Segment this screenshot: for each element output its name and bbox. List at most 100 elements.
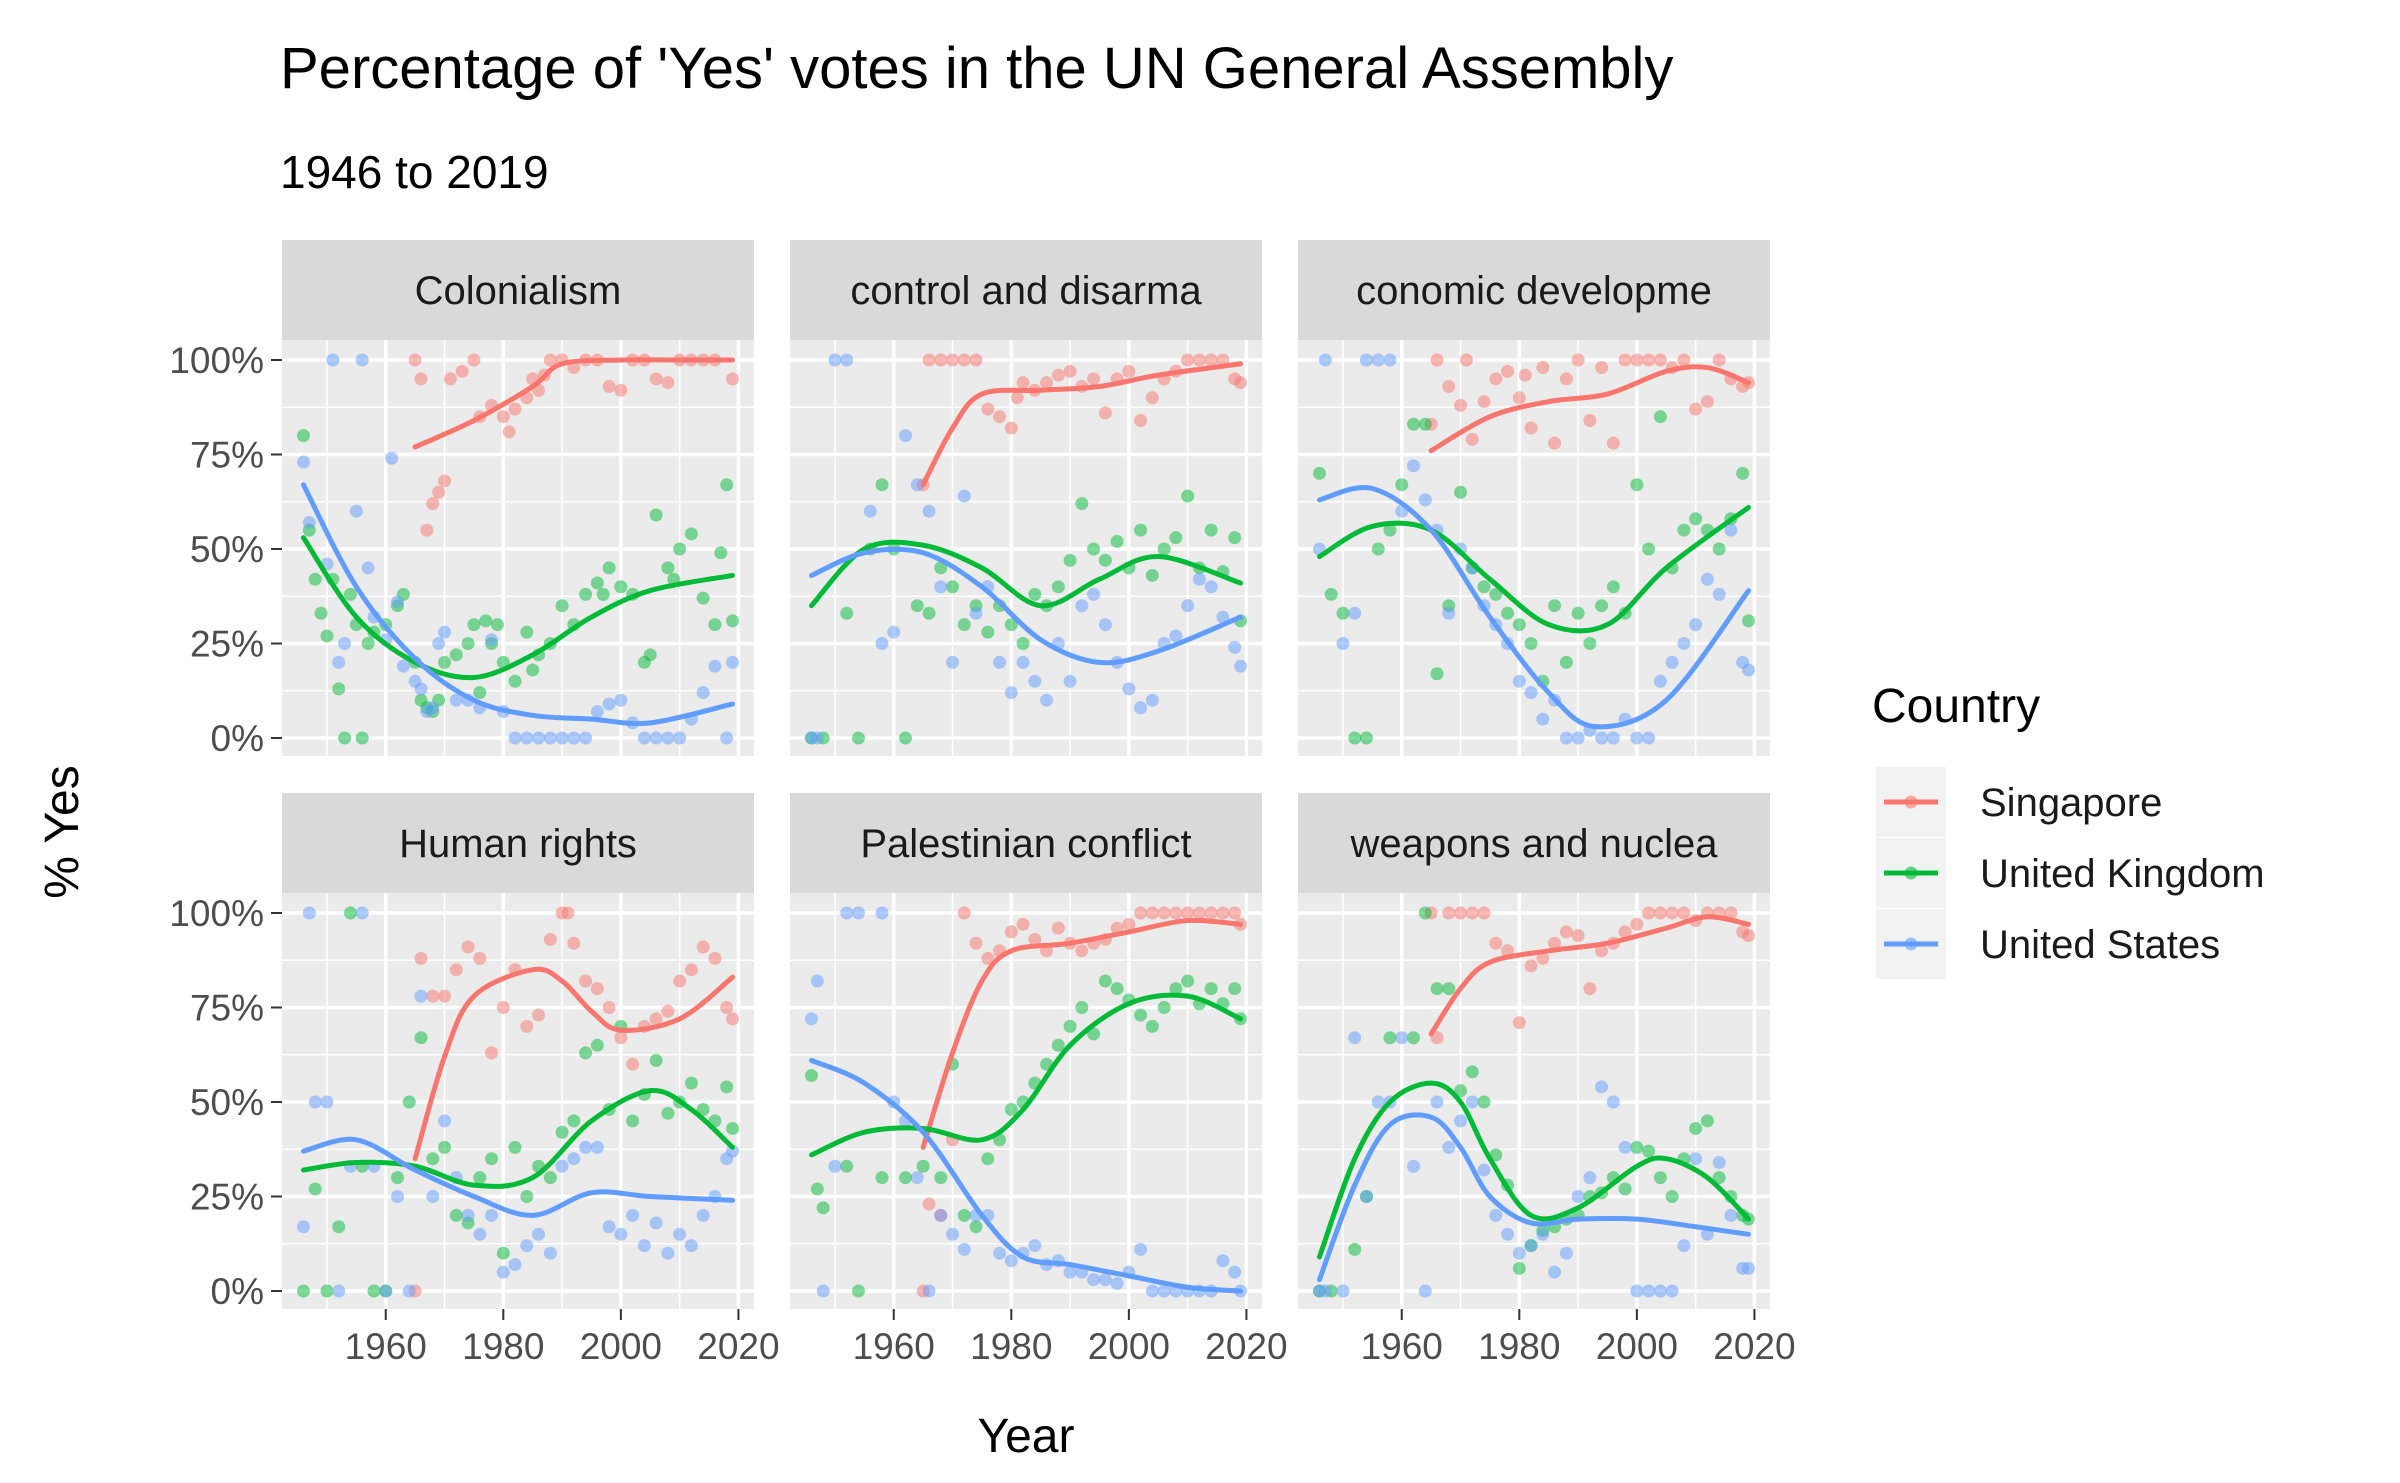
data-point — [1465, 432, 1479, 446]
data-point — [1318, 1284, 1332, 1298]
data-point — [438, 1140, 452, 1154]
data-point — [1524, 637, 1538, 650]
data-point — [720, 478, 734, 492]
data-point — [426, 1190, 440, 1203]
data-point — [1028, 932, 1042, 946]
legend-key-point — [1904, 937, 1918, 951]
data-point — [1228, 531, 1242, 545]
data-point — [1742, 929, 1756, 943]
data-point — [696, 1208, 710, 1222]
data-point — [875, 637, 889, 650]
data-point — [1395, 1031, 1409, 1045]
data-point — [1595, 944, 1609, 958]
data-point — [1145, 906, 1159, 920]
data-point — [1228, 906, 1242, 920]
data-point — [1051, 1038, 1065, 1052]
y-tick-label: 100% — [169, 340, 264, 381]
data-point — [816, 1201, 830, 1215]
data-point — [1110, 534, 1124, 548]
legend-item: United Kingdom — [1876, 838, 2265, 908]
data-point — [1665, 906, 1679, 920]
facet-panels: Colonialism 0% 25% 50% 75% 100% control and di… — [169, 240, 1796, 1367]
data-point — [1216, 610, 1230, 624]
data-point — [543, 932, 557, 946]
data-point — [810, 1182, 824, 1196]
data-point — [1501, 1227, 1515, 1241]
data-point — [726, 1121, 740, 1135]
data-point — [1536, 712, 1550, 726]
data-point — [414, 951, 428, 965]
data-point — [1336, 606, 1350, 620]
data-point — [1336, 637, 1350, 650]
data-point — [461, 637, 475, 650]
data-point — [361, 637, 375, 650]
data-point — [875, 478, 889, 492]
facet-panel: conomic developme — [1298, 240, 1770, 756]
data-point — [1536, 951, 1550, 965]
data-point — [1477, 580, 1491, 594]
data-point — [1689, 1121, 1703, 1135]
data-point — [993, 1246, 1007, 1260]
data-point — [320, 1095, 334, 1109]
data-point — [1216, 906, 1230, 920]
smooth-trend-line — [1316, 1080, 1752, 1260]
data-point — [1234, 659, 1248, 673]
data-point — [1169, 982, 1183, 996]
facet-panel: Colonialism 0% 25% 50% 75% 100% — [169, 240, 754, 759]
data-point — [1618, 925, 1632, 939]
data-point — [1442, 982, 1456, 996]
smooth-trend-line — [412, 357, 736, 450]
data-point — [543, 353, 557, 367]
data-point — [957, 906, 971, 920]
data-point — [326, 353, 340, 367]
data-point — [1087, 542, 1101, 556]
data-point — [1348, 731, 1362, 745]
y-axis-title: % Yes — [36, 765, 89, 898]
data-point — [296, 1220, 310, 1234]
y-tick-label: 100% — [169, 893, 264, 934]
data-point — [957, 353, 971, 367]
data-point — [957, 1208, 971, 1222]
data-point — [649, 1012, 663, 1026]
data-point — [602, 1001, 616, 1014]
y-tick-label: 25% — [190, 624, 264, 665]
data-point — [455, 364, 469, 378]
data-point — [969, 606, 983, 620]
data-point — [1010, 391, 1024, 405]
data-point — [308, 572, 322, 586]
data-point — [320, 1284, 334, 1298]
data-point — [684, 963, 698, 977]
data-point — [673, 542, 687, 556]
data-point — [1489, 936, 1503, 950]
data-point — [946, 580, 960, 594]
data-point — [899, 429, 913, 443]
data-point — [1430, 982, 1444, 996]
data-point — [1665, 1284, 1679, 1298]
data-point — [649, 731, 663, 745]
data-point — [438, 655, 452, 669]
data-point — [1606, 1095, 1620, 1109]
data-point — [596, 587, 610, 601]
data-point — [637, 731, 651, 745]
data-point — [590, 982, 604, 996]
data-point — [899, 731, 913, 745]
data-point — [1145, 1019, 1159, 1033]
data-point — [1630, 1140, 1644, 1154]
data-point — [673, 731, 687, 745]
data-point — [1595, 361, 1609, 375]
data-point — [467, 618, 481, 632]
data-point — [1489, 372, 1503, 386]
data-point — [643, 648, 657, 662]
data-point — [1630, 353, 1644, 367]
data-point — [1228, 982, 1242, 996]
data-point — [1004, 925, 1018, 939]
data-point — [614, 1031, 628, 1045]
data-point — [708, 659, 722, 673]
facet-strip — [282, 793, 754, 893]
data-point — [626, 1208, 640, 1222]
data-point — [579, 974, 593, 988]
data-point — [1087, 1273, 1101, 1287]
data-point — [1134, 1008, 1148, 1022]
data-point — [461, 940, 475, 954]
